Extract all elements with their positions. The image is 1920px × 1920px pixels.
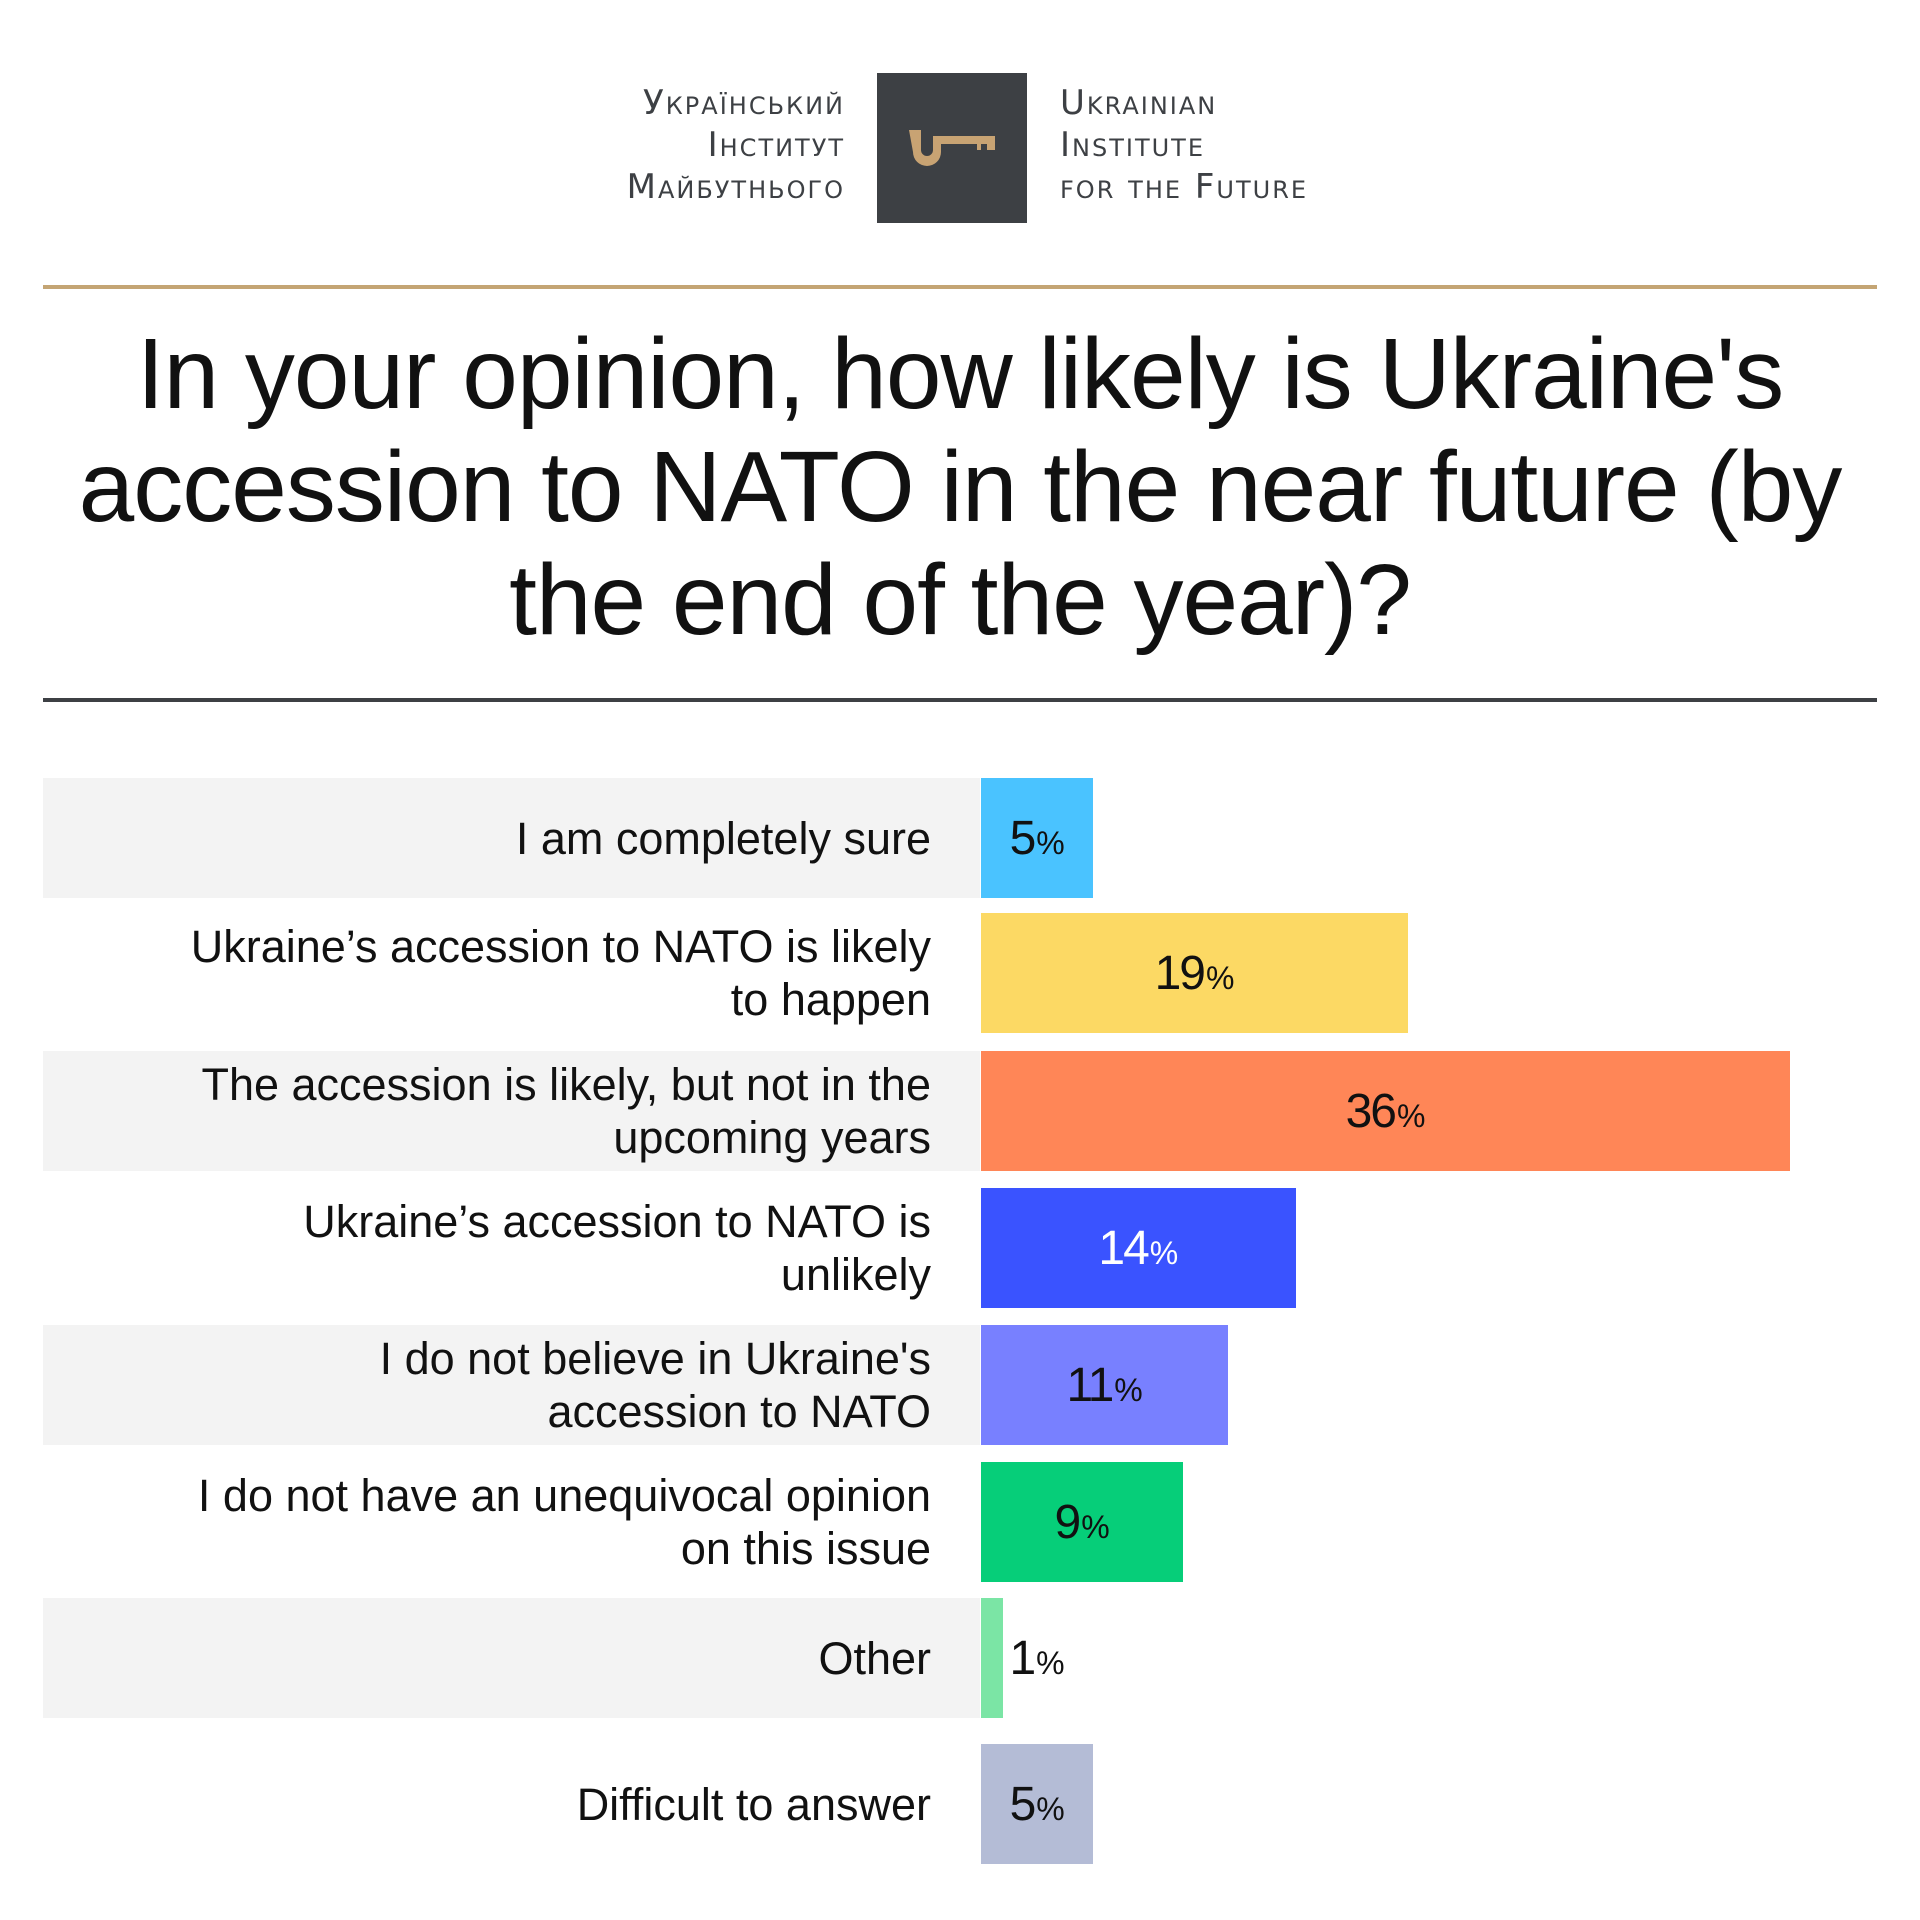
category-label: Other bbox=[818, 1632, 931, 1684]
logo-ua-line: Майбутнього bbox=[626, 167, 845, 207]
key-icon bbox=[909, 130, 995, 166]
value-label: 36% bbox=[1345, 1084, 1426, 1138]
bar bbox=[981, 778, 1094, 898]
bar bbox=[981, 1325, 1229, 1445]
bar bbox=[981, 913, 1408, 1033]
value-label: 14% bbox=[1098, 1221, 1179, 1275]
logo-text-english: Ukrainian Institute for the Future bbox=[1060, 82, 1308, 208]
logo-en-line: for the Future bbox=[1060, 167, 1309, 207]
gold-divider bbox=[43, 285, 1877, 289]
bar bbox=[981, 1188, 1296, 1308]
row-background bbox=[43, 1325, 980, 1445]
logo-text-ukrainian: Український Інститут Майбутнього bbox=[627, 82, 845, 208]
logo-en-line: Institute bbox=[1060, 125, 1206, 165]
value-label: 1% bbox=[1009, 1631, 1065, 1685]
value-label: 5% bbox=[1009, 1777, 1065, 1831]
logo-en-line: Ukrainian bbox=[1060, 83, 1218, 123]
value-label: 11% bbox=[1066, 1358, 1143, 1412]
logo-mark bbox=[877, 73, 1027, 223]
category-label: I am completely sure bbox=[515, 812, 931, 864]
category-label: Ukraine’s accession to NATO is likely to… bbox=[190, 921, 931, 1025]
category-label: Ukraine’s accession to NATO is unlikely bbox=[303, 1196, 931, 1300]
dark-divider bbox=[43, 698, 1877, 702]
row-background bbox=[43, 1598, 980, 1718]
bar bbox=[981, 1462, 1184, 1582]
row-background bbox=[43, 1051, 980, 1171]
value-label: 5% bbox=[1009, 811, 1065, 865]
chart-title: In your opinion, how likely is Ukraine's… bbox=[78, 318, 1843, 656]
row-background bbox=[43, 778, 980, 898]
bar bbox=[981, 1598, 1004, 1718]
value-label: 19% bbox=[1154, 946, 1235, 1000]
logo-ua-line: Інститут bbox=[707, 125, 845, 165]
bar bbox=[981, 1744, 1094, 1864]
bar bbox=[981, 1051, 1790, 1171]
category-label: Difficult to answer bbox=[576, 1778, 931, 1830]
value-label: 9% bbox=[1054, 1495, 1110, 1549]
category-label: The accession is likely, but not in the … bbox=[201, 1059, 931, 1163]
category-label: I do not believe in Ukraine's accession … bbox=[379, 1333, 931, 1437]
category-label: I do not have an unequivocal opinion on … bbox=[197, 1470, 931, 1574]
logo-ua-line: Український bbox=[643, 83, 845, 123]
